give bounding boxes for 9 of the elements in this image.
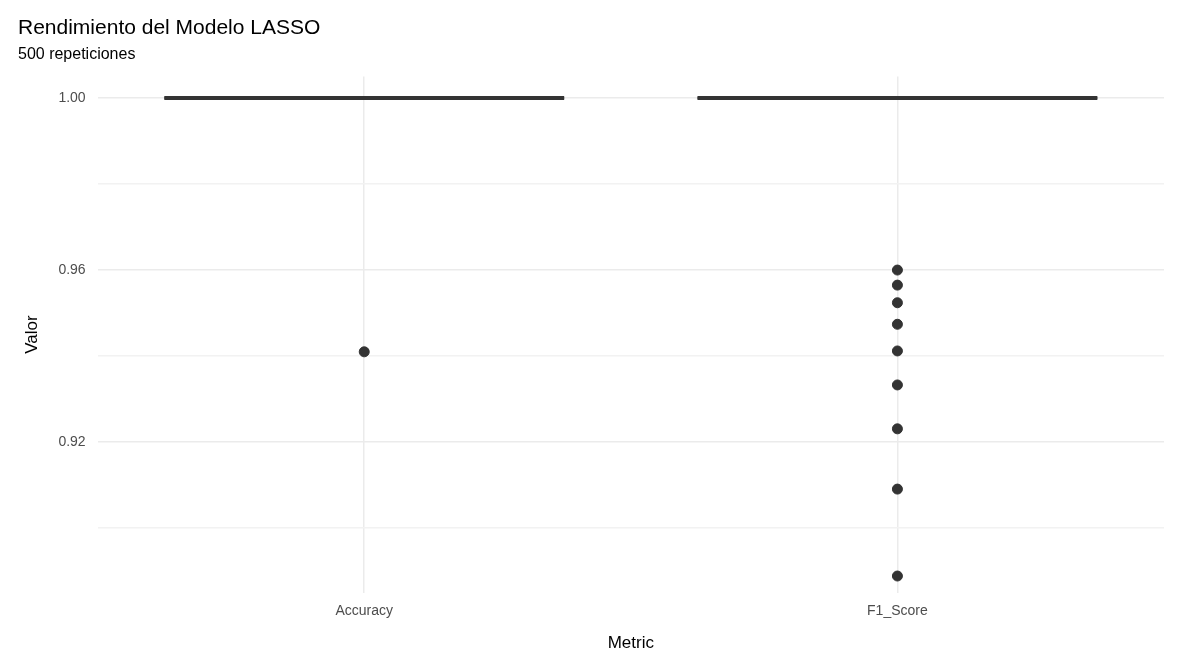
y-axis-title: Valor [21,315,41,354]
x-tick-label: F1_Score [867,602,928,619]
x-tick-label: Accuracy [335,602,394,619]
y-tick-label: 0.96 [58,260,86,277]
chart-subtitle: 500 repeticiones [18,45,136,63]
chart-title: Rendimiento del Modelo LASSO [18,15,321,39]
x-axis-title: Metric [607,633,655,653]
y-tick-label: 1.00 [58,88,86,105]
y-tick-label: 0.92 [58,433,86,450]
